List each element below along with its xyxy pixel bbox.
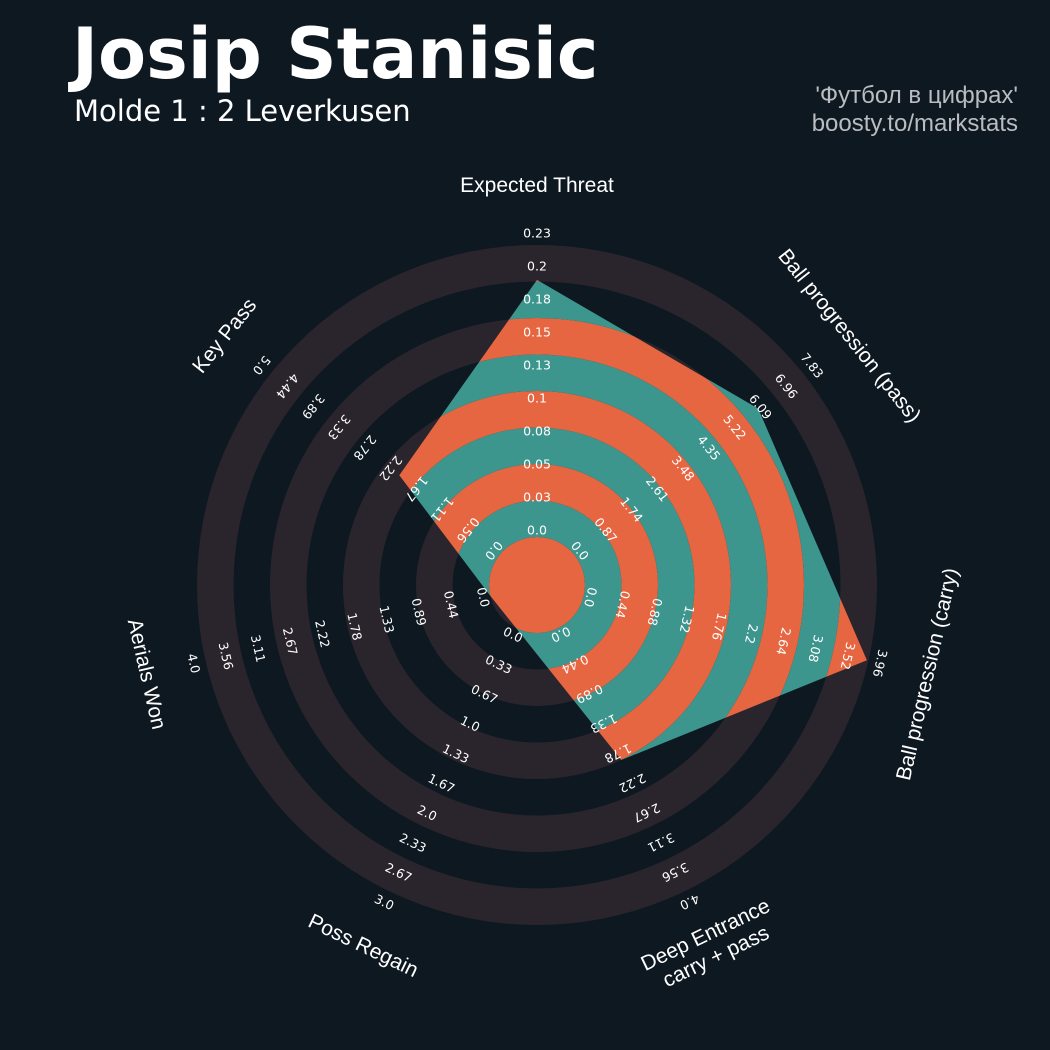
tick-label: 3.0 (372, 891, 396, 913)
tick-label: 3.56 (216, 641, 237, 672)
tick-label: 0.2 (527, 259, 547, 274)
tick-label: 0.88 (645, 597, 666, 628)
tick-label: 0.0 (474, 586, 493, 609)
tick-label: 2.64 (773, 626, 794, 657)
tick-label: 0.44 (441, 589, 462, 620)
credit-source: 'Футбол в цифрах' (815, 82, 1018, 109)
parameter-label: Poss Regain (305, 910, 422, 982)
credit-block: 'Футбол в цифрах' boosty.to/markstats (812, 82, 1018, 138)
tick-label: 2.67 (280, 626, 301, 656)
parameter-label: Ball progression (carry) (892, 566, 963, 783)
tick-label: 3.96 (870, 648, 891, 679)
parameter-label: Aerials Won (123, 617, 171, 732)
tick-label: 3.11 (645, 830, 677, 856)
parameter-label: Deep Entrancecarry + pass (638, 894, 785, 997)
tick-label: 0.0 (581, 586, 600, 609)
credit-link: boosty.to/markstats (811, 110, 1018, 137)
tick-label: 0.15 (523, 325, 551, 340)
value-ring-segment (489, 537, 585, 633)
tick-label: 1.78 (344, 611, 365, 642)
tick-label: 3.08 (805, 633, 826, 664)
tick-label: 0.1 (527, 391, 547, 406)
parameter-label: Key Pass (188, 294, 261, 378)
tick-label: 0.0 (527, 523, 547, 538)
tick-label: 3.89 (299, 391, 328, 422)
tick-label: 0.05 (523, 457, 551, 472)
tick-label: 2.22 (312, 619, 333, 649)
tick-label: 1.32 (677, 604, 698, 634)
tick-label: 3.52 (838, 641, 859, 671)
tick-label: 0.18 (523, 292, 551, 307)
tick-label: 0.13 (523, 358, 551, 373)
tick-label: 0.89 (409, 597, 430, 628)
tick-label: 3.11 (248, 633, 269, 663)
tick-label: 0.23 (523, 226, 551, 241)
tick-label: 0.08 (523, 424, 551, 439)
tick-label: 1.33 (376, 604, 397, 634)
tick-label: 4.0 (184, 652, 203, 675)
page-title: Josip Stanisic (72, 13, 599, 95)
match-subtitle: Molde 1 : 2 Leverkusen (74, 94, 411, 128)
tick-label: 4.0 (677, 891, 701, 913)
parameter-label: Expected Threat (460, 174, 614, 197)
tick-label: 0.03 (523, 490, 551, 505)
tick-label: 0.44 (612, 589, 633, 620)
tick-label: 1.76 (709, 611, 730, 642)
tick-label: 2.2 (742, 623, 761, 646)
tick-label: 2.33 (397, 830, 429, 856)
